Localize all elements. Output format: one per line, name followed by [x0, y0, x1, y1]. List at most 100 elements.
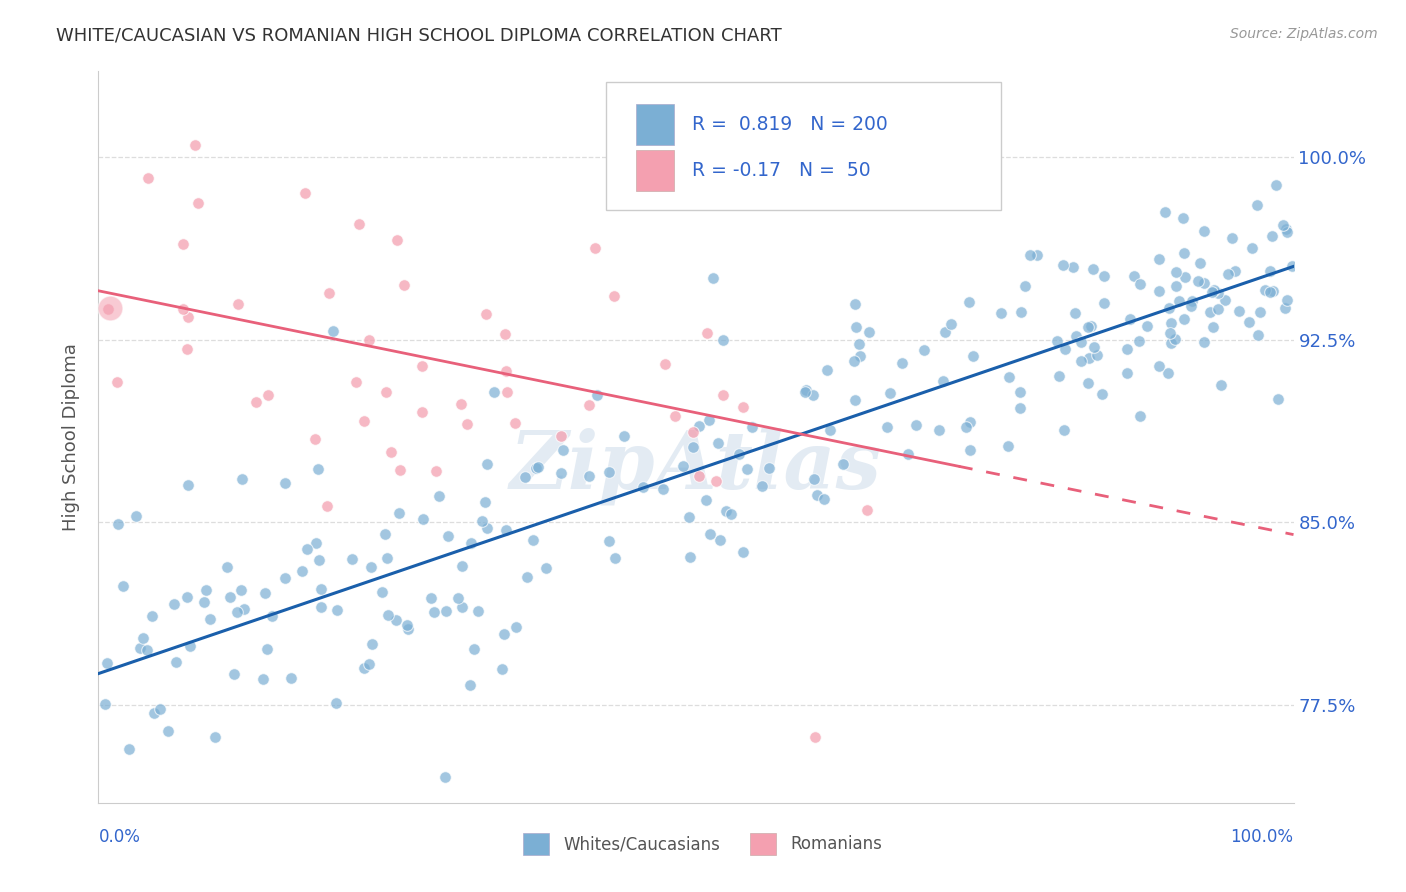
Point — [1115, 367, 1137, 381]
Point — [897, 446, 920, 460]
Point — [682, 440, 704, 454]
Point — [1014, 279, 1036, 293]
Point — [353, 660, 375, 674]
Text: 100.0%: 100.0% — [1230, 828, 1294, 846]
Point — [1025, 247, 1047, 261]
Point — [105, 376, 128, 390]
Point — [1064, 305, 1087, 319]
Point — [97, 301, 120, 316]
Point — [344, 375, 367, 389]
Point — [460, 535, 482, 549]
Point — [1261, 229, 1284, 244]
Point — [395, 618, 418, 632]
Point — [654, 357, 676, 371]
Point — [1147, 284, 1170, 298]
Point — [1166, 265, 1188, 279]
Point — [959, 443, 981, 458]
Point — [845, 319, 868, 334]
Point — [1159, 326, 1181, 341]
Point — [256, 642, 278, 657]
Point — [433, 770, 456, 784]
Point — [1246, 198, 1268, 212]
Point — [1223, 263, 1246, 277]
Point — [598, 533, 620, 548]
Point — [1083, 261, 1105, 276]
FancyBboxPatch shape — [637, 104, 675, 145]
Point — [688, 469, 710, 483]
Point — [305, 536, 328, 550]
Point — [513, 469, 536, 483]
Point — [1136, 319, 1159, 334]
Point — [228, 296, 250, 310]
Point — [1062, 260, 1084, 275]
Point — [1213, 293, 1236, 307]
Point — [1171, 211, 1194, 225]
Point — [551, 443, 574, 458]
Point — [494, 327, 516, 342]
Point — [219, 591, 242, 605]
Point — [679, 549, 702, 564]
Point — [475, 521, 498, 535]
Point — [844, 297, 866, 311]
Point — [1047, 369, 1070, 384]
Point — [1246, 327, 1268, 342]
Point — [714, 504, 737, 518]
Point — [1077, 376, 1099, 391]
Point — [706, 474, 728, 488]
Point — [1192, 223, 1215, 237]
Point — [1174, 270, 1197, 285]
Point — [633, 480, 655, 494]
Point — [1083, 341, 1105, 355]
Point — [396, 622, 419, 636]
Point — [274, 475, 297, 490]
Text: WHITE/CAUCASIAN VS ROMANIAN HIGH SCHOOL DIPLOMA CORRELATION CHART: WHITE/CAUCASIAN VS ROMANIAN HIGH SCHOOL … — [56, 27, 782, 45]
Point — [1192, 276, 1215, 290]
Point — [912, 343, 935, 357]
Point — [1122, 269, 1144, 284]
Point — [477, 457, 499, 471]
Point — [389, 463, 412, 477]
Point — [475, 308, 498, 322]
Point — [307, 462, 329, 476]
Point — [231, 472, 253, 486]
Point — [1046, 334, 1069, 349]
Point — [578, 469, 600, 483]
Point — [928, 423, 950, 437]
Point — [735, 462, 758, 476]
Point — [347, 217, 370, 231]
Point — [447, 591, 470, 606]
Point — [204, 730, 226, 744]
Point — [450, 396, 472, 410]
Point — [423, 605, 446, 619]
Point — [1258, 264, 1281, 278]
Point — [172, 301, 194, 316]
Point — [118, 742, 141, 756]
Point — [702, 271, 724, 285]
Point — [682, 425, 704, 439]
Point — [163, 598, 186, 612]
Point — [534, 560, 557, 574]
Point — [308, 553, 330, 567]
Point — [165, 656, 187, 670]
Point — [412, 511, 434, 525]
Point — [436, 529, 458, 543]
Point — [890, 355, 912, 369]
Point — [1275, 226, 1298, 240]
Point — [274, 571, 297, 585]
Point — [818, 423, 841, 437]
Point — [856, 503, 879, 517]
Point — [96, 656, 118, 670]
Point — [257, 388, 280, 402]
Point — [456, 417, 478, 431]
Point — [179, 640, 201, 654]
Point — [1192, 334, 1215, 349]
Point — [311, 599, 333, 614]
Point — [420, 591, 443, 606]
Point — [803, 472, 825, 486]
Point — [696, 326, 718, 340]
Point — [1274, 222, 1296, 236]
Point — [955, 420, 977, 434]
Point — [1052, 259, 1074, 273]
Point — [793, 385, 815, 400]
Point — [217, 560, 239, 574]
